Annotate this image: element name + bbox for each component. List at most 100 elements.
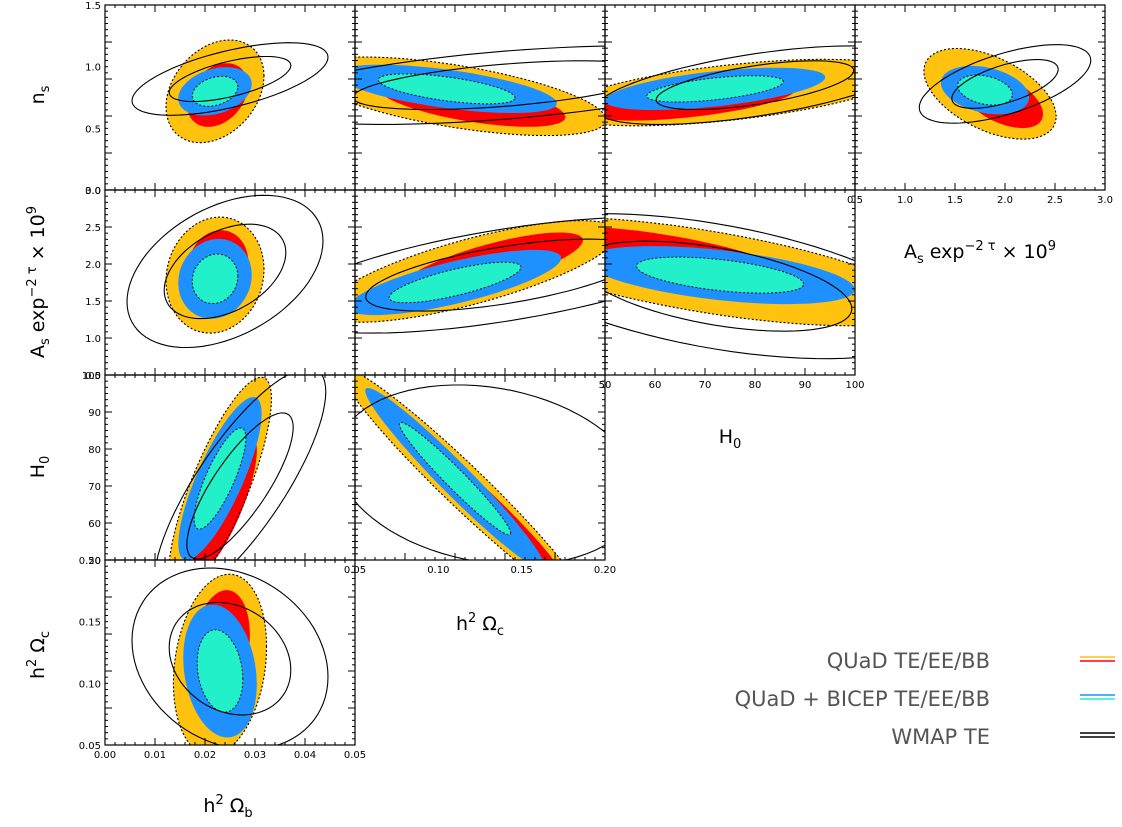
- quad-95-outline: [168, 376, 272, 560]
- y-tick-label-h0: 50: [88, 556, 101, 567]
- y-tick-label-as: 0.5: [85, 371, 101, 382]
- x-tick-label-as: 3.0: [1097, 195, 1113, 206]
- x-tick-label-as: 1.0: [897, 195, 913, 206]
- x-tick-label-ob: 0.00: [94, 750, 116, 761]
- x-tick-label-h0: 80: [749, 380, 762, 391]
- wmap-68-contour: [365, 238, 605, 312]
- x-tick-label-oc: 0.10: [427, 565, 449, 576]
- x-tick-label-oc: 0.15: [511, 565, 533, 576]
- quad-95-outline: [172, 573, 268, 745]
- x-tick-label-h0: 90: [799, 380, 812, 391]
- quad-95-outline: [355, 220, 605, 323]
- x-tick-label-oc: 0.05: [344, 565, 366, 576]
- tick-marks: [105, 190, 355, 375]
- y-tick-label-ns: 0.0: [85, 186, 101, 197]
- combined-68-outline: [398, 421, 512, 536]
- panel-ns-as: [854, 4, 1106, 191]
- axis-title-h0-left: H0: [27, 456, 53, 479]
- wmap-95-contour: [605, 213, 855, 360]
- legend-label-combined: QUaD + BICEP TE/EE/BB: [735, 687, 990, 711]
- wmap-95-contour: [131, 42, 329, 116]
- x-tick-label-as: 1.5: [947, 195, 963, 206]
- combined-68-contour: [646, 75, 784, 102]
- panel-as-h0: [604, 189, 856, 376]
- x-tick-label-h0: 60: [649, 380, 662, 391]
- combined-68-contour: [957, 75, 1013, 106]
- wmap-68-contour: [168, 55, 292, 103]
- x-tick-label-ob: 0.04: [294, 750, 316, 761]
- combined-68-contour: [192, 254, 238, 304]
- combined-68-contour: [192, 76, 238, 107]
- wmap-68-contour: [186, 412, 294, 560]
- panel-h0-ob: [104, 374, 356, 561]
- y-tick-label-as: 2.5: [85, 223, 101, 234]
- svg-text:h2 Ωc: h2 Ωc: [456, 611, 504, 639]
- svg-text:As exp−2 τ × 109: As exp−2 τ × 109: [904, 239, 1056, 267]
- panel-ns-h0: [604, 4, 856, 191]
- axis-title-oc-bottom: h2 Ωc: [456, 611, 504, 639]
- y-tick-label-oc: 0.10: [79, 679, 101, 690]
- x-tick-label-ob: 0.05: [344, 750, 366, 761]
- panel-grid: 0.0 0.5 1.0 1.5 0.5 1.0 1.5 2.0 2.5 3.0 50 60 70 80 90…: [79, 1, 1113, 761]
- combined-68-outline: [388, 261, 522, 304]
- x-tick-label-h0: 50: [599, 380, 612, 391]
- x-tick-label-as: 0.5: [847, 195, 863, 206]
- combined-68-contour: [389, 262, 521, 303]
- y-tick-label-h0: 80: [88, 445, 101, 456]
- svg-text:H0: H0: [719, 426, 742, 452]
- combined-68-contour: [197, 629, 243, 713]
- tick-marks: [605, 5, 855, 190]
- wmap-68-contour: [168, 601, 292, 716]
- x-tick-label-oc: 0.20: [594, 565, 616, 576]
- wmap-68-contour: [355, 384, 605, 560]
- x-tick-label-as: 2.5: [1047, 195, 1063, 206]
- y-tick-label-as: 1.5: [85, 297, 101, 308]
- wmap-95-contour: [156, 375, 327, 560]
- legend: QUaD TE/EE/BB QUaD + BICEP TE/EE/BB WMAP…: [735, 649, 1115, 749]
- y-tick-label-as: 3.0: [85, 186, 101, 197]
- quad-95-outline: [165, 39, 265, 144]
- panel-oc-ob: [104, 559, 356, 746]
- wmap-95-contour: [243, 330, 733, 620]
- y-tick-label-h0: 100: [82, 371, 101, 382]
- y-tick-label-as: 1.0: [85, 334, 101, 345]
- combined-68-contour: [636, 257, 804, 294]
- y-tick-label-oc: 0.15: [79, 618, 101, 629]
- x-tick-label-as: 2.0: [997, 195, 1013, 206]
- tick-marks: [605, 190, 855, 375]
- wmap-95-contour: [918, 44, 1092, 124]
- y-tick-label-ns: 1.5: [85, 1, 101, 12]
- panel-h0-oc: [243, 330, 733, 620]
- axis-title-ob-bottom: h2 Ωb: [203, 793, 252, 821]
- axis-title-ns-left: ns: [27, 85, 53, 104]
- y-tick-label-h0: 90: [88, 408, 101, 419]
- quad-95-outline: [923, 47, 1057, 140]
- legend-label-quad: QUaD TE/EE/BB: [827, 649, 990, 673]
- combined-68-outline: [191, 75, 239, 107]
- axis-title-h0-bottom: H0: [719, 426, 742, 452]
- wmap-95-contour: [126, 194, 324, 349]
- axis-title-as-left: As exp−2 τ × 109: [25, 206, 53, 358]
- panel-as-oc: [354, 189, 606, 376]
- wmap-68-contour: [605, 240, 853, 332]
- y-tick-label-oc: 0.05: [79, 741, 101, 752]
- tick-marks: [105, 560, 355, 745]
- y-tick-label-as: 2.0: [85, 260, 101, 271]
- y-tick-label-oc: 0.20: [79, 556, 101, 567]
- svg-text:H0: H0: [27, 456, 53, 479]
- wmap-68-contour: [951, 59, 1059, 109]
- y-tick-label-h0: 70: [88, 482, 101, 493]
- svg-text:h2 Ωb: h2 Ωb: [203, 793, 252, 821]
- tick-marks: [855, 5, 1105, 190]
- tick-marks: [355, 375, 605, 560]
- x-tick-label-h0: 100: [845, 380, 864, 391]
- y-tick-label-ns: 1.0: [85, 63, 101, 74]
- combined-68-contour: [399, 422, 511, 535]
- wmap-68-contour: [355, 60, 605, 111]
- x-tick-label-ob: 0.02: [194, 750, 216, 761]
- x-tick-label-h0: 70: [699, 380, 712, 391]
- combined-68-outline: [191, 253, 239, 304]
- svg-text:As exp−2 τ × 109: As exp−2 τ × 109: [25, 206, 53, 358]
- panel-as-ob: [104, 189, 356, 376]
